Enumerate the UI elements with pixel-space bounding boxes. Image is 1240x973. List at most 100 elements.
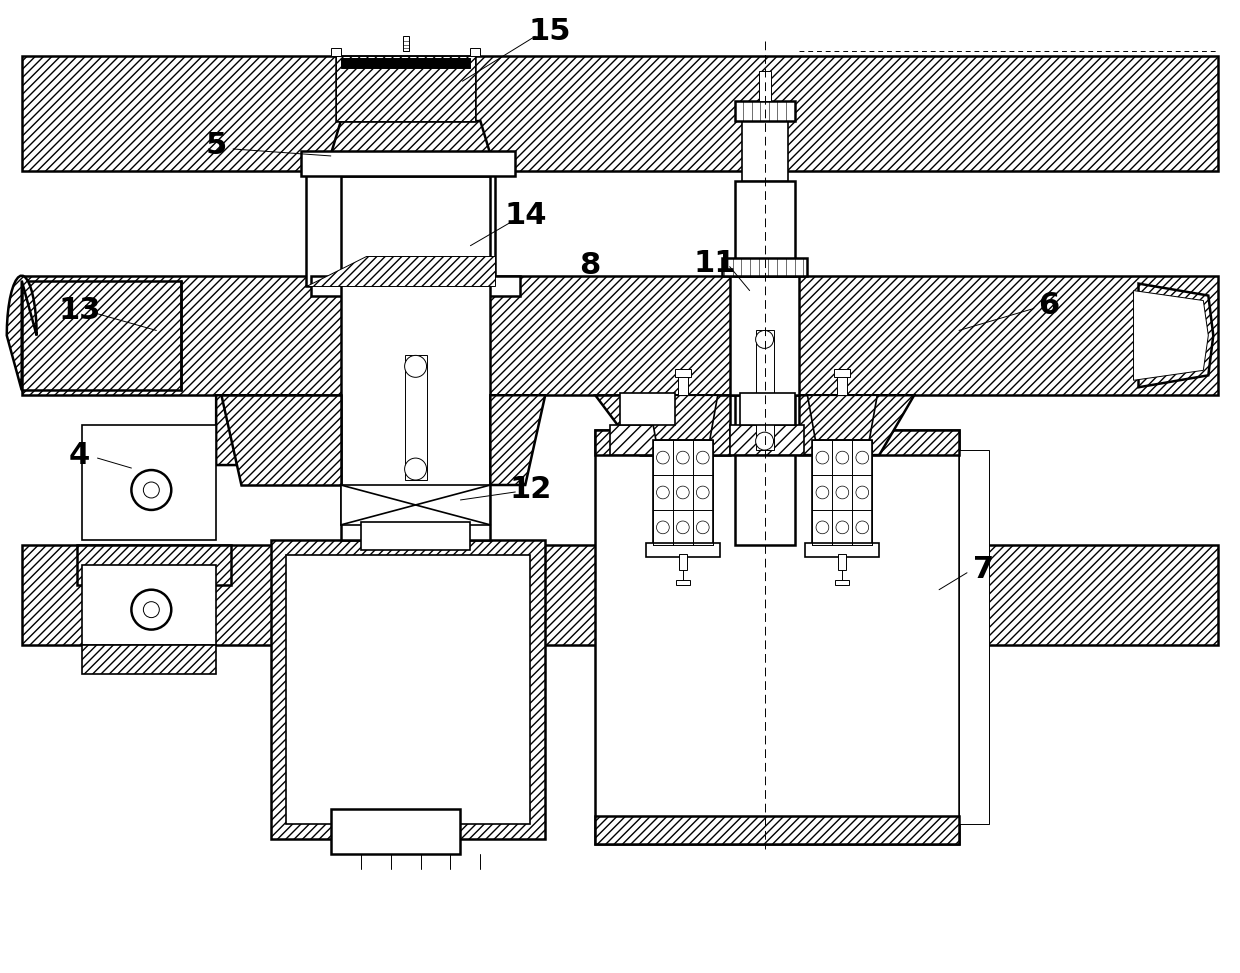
Circle shape (677, 486, 689, 499)
Text: 8: 8 (579, 251, 600, 280)
Bar (331, 49, 341, 56)
Polygon shape (1138, 283, 1213, 387)
Circle shape (856, 486, 869, 499)
Polygon shape (336, 56, 475, 121)
Circle shape (144, 601, 159, 618)
Bar (595, 430, 959, 844)
Circle shape (856, 521, 869, 534)
Bar (676, 580, 689, 585)
Circle shape (404, 458, 427, 480)
Circle shape (404, 355, 427, 378)
Bar (653, 440, 713, 545)
Bar (286, 555, 531, 824)
Circle shape (836, 451, 848, 464)
Text: 13: 13 (58, 296, 100, 325)
Text: 4: 4 (69, 441, 91, 470)
Bar (739, 393, 795, 425)
Circle shape (697, 486, 709, 499)
Text: 14: 14 (503, 201, 547, 231)
Polygon shape (800, 395, 914, 455)
Bar (301, 151, 516, 176)
Bar (734, 395, 795, 545)
Bar (755, 331, 774, 450)
Polygon shape (221, 395, 341, 485)
Bar (361, 522, 470, 550)
Text: 12: 12 (510, 476, 552, 504)
Bar (620, 393, 675, 425)
Bar (336, 56, 475, 121)
Circle shape (816, 451, 828, 464)
Bar (77, 545, 231, 585)
Bar (610, 425, 684, 455)
Bar (341, 176, 490, 540)
Bar (734, 181, 795, 275)
Polygon shape (1133, 291, 1208, 380)
Bar (759, 71, 770, 101)
Bar (742, 121, 787, 181)
Circle shape (755, 331, 774, 348)
Circle shape (677, 521, 689, 534)
Circle shape (836, 521, 848, 534)
Polygon shape (22, 280, 181, 390)
Polygon shape (6, 275, 37, 390)
Bar (838, 554, 847, 570)
Circle shape (144, 482, 159, 498)
Text: 5: 5 (206, 131, 227, 161)
Circle shape (677, 451, 689, 464)
Bar (470, 49, 480, 56)
Polygon shape (326, 121, 495, 171)
Circle shape (656, 486, 670, 499)
Bar (82, 564, 216, 644)
Circle shape (697, 521, 709, 534)
Text: 6: 6 (1038, 291, 1059, 320)
Polygon shape (216, 395, 311, 465)
Polygon shape (649, 395, 718, 440)
Bar (306, 171, 495, 285)
Bar (722, 258, 807, 275)
Bar (595, 430, 959, 455)
Bar (272, 540, 546, 839)
Polygon shape (306, 256, 495, 285)
Bar (729, 275, 800, 395)
Bar (729, 425, 805, 455)
Circle shape (131, 470, 171, 510)
Text: 7: 7 (973, 556, 994, 584)
Bar (678, 554, 687, 570)
Bar (595, 816, 959, 844)
Bar (331, 810, 460, 854)
Bar (311, 275, 521, 296)
Circle shape (836, 486, 848, 499)
Bar (836, 580, 849, 585)
Circle shape (816, 521, 828, 534)
Polygon shape (490, 395, 546, 485)
Polygon shape (22, 275, 1218, 395)
Circle shape (856, 451, 869, 464)
Polygon shape (807, 395, 877, 440)
Circle shape (755, 432, 774, 450)
Circle shape (656, 521, 670, 534)
Bar (806, 543, 879, 557)
Text: 15: 15 (529, 17, 572, 46)
Bar (959, 450, 990, 824)
Bar (734, 101, 795, 121)
Circle shape (697, 451, 709, 464)
Bar (837, 374, 847, 395)
Bar (646, 543, 719, 557)
Bar (675, 370, 691, 378)
Bar (835, 370, 851, 378)
Bar (678, 374, 688, 395)
Polygon shape (22, 56, 1218, 171)
Bar (341, 485, 490, 524)
Polygon shape (595, 395, 729, 455)
Bar (403, 36, 409, 52)
Circle shape (656, 451, 670, 464)
Polygon shape (22, 545, 1218, 644)
Circle shape (131, 590, 171, 630)
Bar (286, 555, 531, 824)
Bar (82, 644, 216, 674)
Circle shape (816, 486, 828, 499)
Text: 11: 11 (693, 249, 737, 278)
Bar (812, 440, 872, 545)
Bar (346, 61, 465, 116)
Bar (82, 425, 216, 540)
